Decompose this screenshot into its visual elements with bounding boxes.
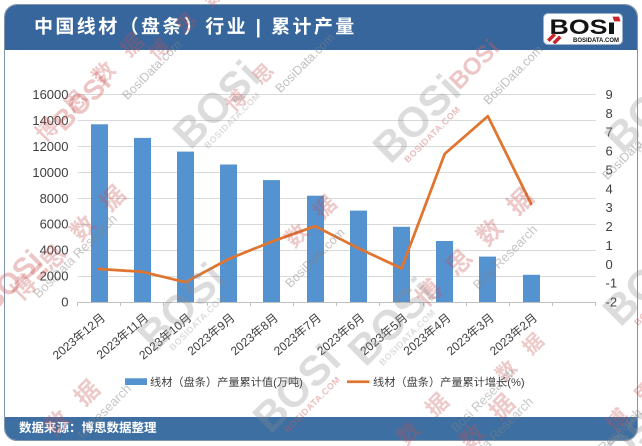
svg-text:14000: 14000 (32, 113, 68, 128)
svg-text:3: 3 (606, 200, 613, 215)
svg-text:6000: 6000 (40, 217, 69, 232)
svg-text:0: 0 (61, 295, 68, 310)
svg-text:16000: 16000 (32, 87, 68, 102)
svg-text:1: 1 (606, 238, 613, 253)
svg-text:7: 7 (606, 125, 613, 140)
svg-text:-1: -1 (606, 276, 618, 291)
svg-text:12000: 12000 (32, 139, 68, 154)
svg-text:6: 6 (606, 144, 613, 159)
svg-text:BOSIDATA.COM: BOSIDATA.COM (573, 37, 619, 44)
svg-text:线材（盘条）产量累计值(万吨): 线材（盘条）产量累计值(万吨) (150, 376, 303, 389)
svg-text:线材（盘条）产量累计增长(%): 线材（盘条）产量累计增长(%) (373, 376, 525, 389)
svg-text:4: 4 (606, 181, 613, 196)
svg-text:8: 8 (606, 106, 613, 121)
svg-text:10000: 10000 (32, 165, 68, 180)
svg-text:0: 0 (606, 257, 613, 272)
svg-text:BOS: BOS (550, 16, 608, 39)
svg-text:9: 9 (606, 87, 613, 102)
svg-text:-2: -2 (606, 295, 618, 310)
svg-text:4000: 4000 (40, 243, 69, 258)
svg-text:2: 2 (606, 219, 613, 234)
svg-text:8000: 8000 (40, 191, 69, 206)
svg-text:2000: 2000 (40, 269, 69, 284)
svg-text:5: 5 (606, 163, 613, 178)
